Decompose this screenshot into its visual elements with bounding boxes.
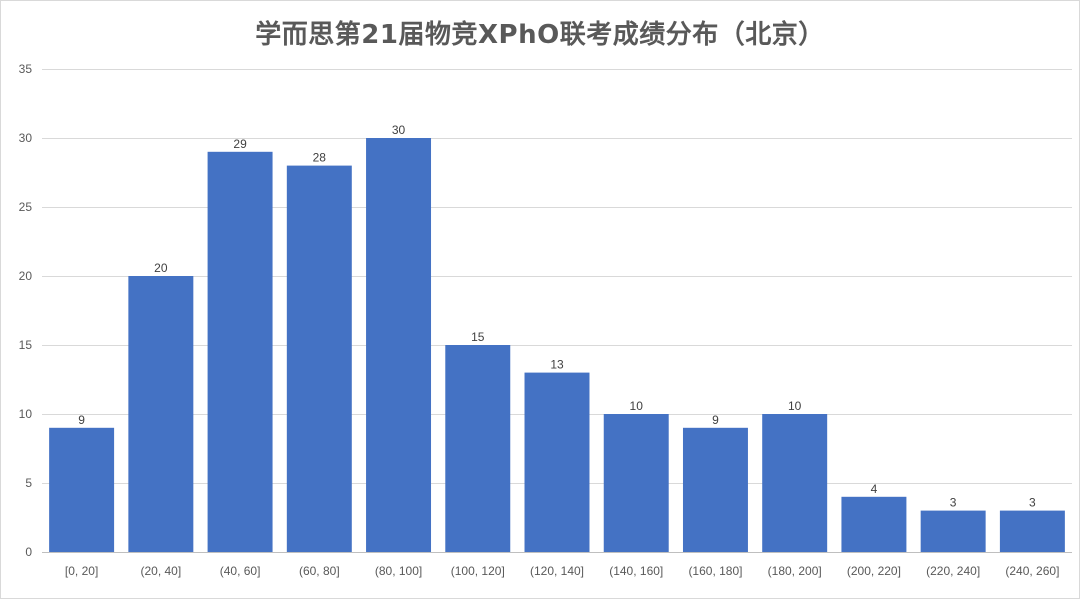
bar <box>207 151 273 553</box>
bar <box>682 427 748 552</box>
bar <box>524 372 590 552</box>
data-label: 30 <box>392 123 406 137</box>
data-label: 3 <box>950 496 957 510</box>
bar <box>603 414 669 552</box>
data-label: 10 <box>630 399 644 413</box>
x-tick-label: (100, 120] <box>451 564 505 578</box>
y-axis-ticks: 0 5 10 15 20 25 30 35 <box>19 62 33 559</box>
chart-title: 学而思第21届物竞XPhO联考成绩分布（北京） <box>255 20 825 50</box>
bar <box>920 510 986 552</box>
data-label: 20 <box>154 261 168 275</box>
y-tick-label: 0 <box>25 545 32 559</box>
data-label: 13 <box>550 358 564 372</box>
x-tick-label: (240, 260] <box>1005 564 1059 578</box>
bar <box>841 496 907 552</box>
x-tick-label: (40, 60] <box>220 564 261 578</box>
y-tick-label: 5 <box>25 476 32 490</box>
x-tick-label: (160, 180] <box>688 564 742 578</box>
x-tick-label: (120, 140] <box>530 564 584 578</box>
data-label: 28 <box>313 151 327 165</box>
data-label: 9 <box>712 413 719 427</box>
data-label: 3 <box>1029 496 1036 510</box>
y-tick-label: 25 <box>19 200 33 214</box>
bar <box>49 427 115 552</box>
data-labels: 9 20 29 28 30 15 13 10 9 10 4 3 3 <box>78 123 1036 510</box>
x-tick-label: [0, 20] <box>65 564 98 578</box>
x-tick-label: (20, 40] <box>140 564 181 578</box>
x-tick-label: (60, 80] <box>299 564 340 578</box>
x-tick-label: (140, 160] <box>609 564 663 578</box>
bar <box>286 165 352 552</box>
x-tick-label: (80, 100] <box>375 564 422 578</box>
bar <box>762 414 828 552</box>
bar <box>999 510 1065 552</box>
data-label: 29 <box>233 137 247 151</box>
data-label: 9 <box>78 413 85 427</box>
bar <box>366 138 432 552</box>
x-axis-ticks: [0, 20] (20, 40] (40, 60] (60, 80] (80, 100]… <box>65 564 1059 578</box>
y-tick-label: 35 <box>19 62 33 76</box>
x-tick-label: (200, 220] <box>847 564 901 578</box>
data-label: 15 <box>471 330 485 344</box>
y-tick-label: 15 <box>19 338 33 352</box>
data-label: 4 <box>871 482 878 496</box>
y-tick-label: 20 <box>19 269 33 283</box>
data-label: 10 <box>788 399 802 413</box>
bar <box>445 345 511 552</box>
bars <box>49 138 1065 553</box>
x-tick-label: (220, 240] <box>926 564 980 578</box>
x-tick-label: (180, 200] <box>768 564 822 578</box>
bar <box>128 276 194 552</box>
y-tick-label: 10 <box>19 407 33 421</box>
y-tick-label: 30 <box>19 131 33 145</box>
